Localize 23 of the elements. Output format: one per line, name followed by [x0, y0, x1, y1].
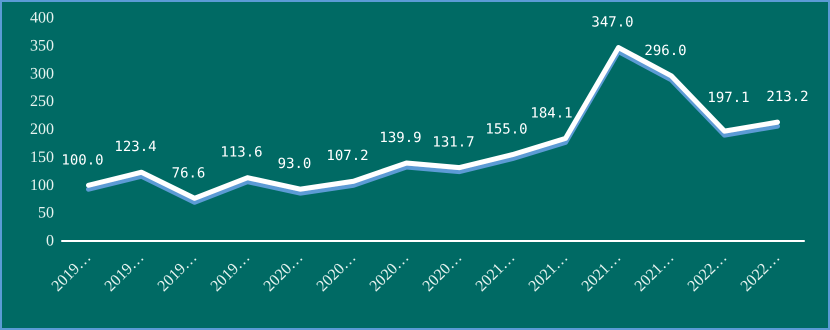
text: 184.1: [530, 105, 573, 122]
text: 131.7: [432, 134, 475, 151]
y-tick-label: 200: [30, 121, 54, 138]
y-tick-label: 50: [38, 204, 54, 222]
text: 76.6: [172, 165, 206, 182]
text: 197.1: [707, 90, 750, 106]
y-tick-label: 0: [46, 232, 54, 250]
text: 113.6: [220, 144, 263, 161]
y-tick-label: 350: [30, 37, 54, 54]
text: 296.0: [644, 42, 687, 59]
text: 139.9: [379, 130, 422, 146]
text: 93.0: [278, 156, 312, 172]
y-tick-label: 300: [30, 65, 54, 82]
y-tick-label: 150: [30, 148, 54, 166]
y-tick-label: 400: [30, 10, 54, 26]
text: 107.2: [326, 148, 369, 164]
text: 100.0: [61, 152, 104, 168]
y-tick-label: 250: [30, 93, 54, 110]
text: 213.2: [766, 89, 809, 106]
text: 155.0: [485, 122, 528, 138]
y-tick-label: 100: [30, 176, 54, 194]
text: 347.0: [591, 14, 634, 31]
text: 123.4: [114, 139, 157, 156]
